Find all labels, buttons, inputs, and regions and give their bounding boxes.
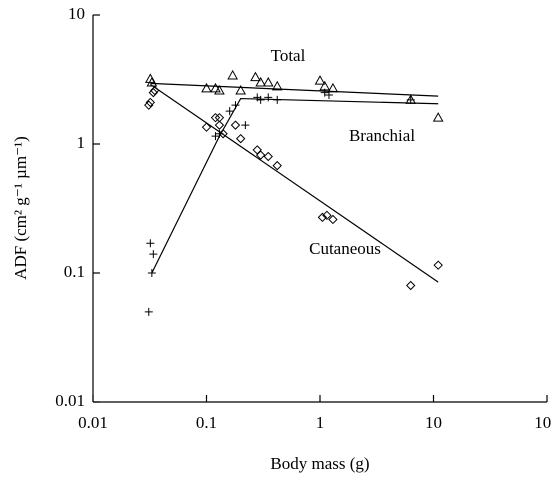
point — [319, 80, 331, 91]
x-tick-label: 10 — [425, 413, 442, 432]
point — [214, 120, 225, 130]
y-tick-label: 10 — [68, 4, 85, 23]
point — [320, 88, 329, 97]
point — [272, 160, 282, 171]
point — [210, 82, 221, 93]
annotation: Total — [271, 46, 306, 65]
point — [252, 145, 262, 155]
point — [432, 112, 444, 122]
point — [433, 260, 443, 270]
point — [227, 69, 239, 80]
point — [150, 85, 160, 96]
annotation: Cutaneous — [309, 239, 381, 258]
fit-line — [151, 97, 439, 274]
point — [406, 95, 415, 104]
point — [144, 100, 154, 110]
point — [255, 76, 267, 87]
point — [271, 80, 283, 91]
x-tick-label: 0.01 — [78, 413, 108, 432]
point — [235, 133, 246, 144]
x-tick-label: 1 — [316, 413, 325, 432]
point — [406, 280, 416, 291]
point — [210, 112, 221, 123]
x-tick-label: 100 — [534, 413, 551, 432]
point — [230, 120, 241, 130]
point — [144, 307, 153, 316]
point — [322, 210, 332, 221]
point — [201, 82, 212, 93]
point — [225, 107, 234, 116]
point — [273, 95, 282, 104]
y-tick-label: 0.1 — [64, 262, 85, 281]
point — [146, 239, 155, 248]
point — [256, 95, 265, 104]
point — [264, 93, 273, 102]
point — [147, 269, 156, 277]
point — [218, 129, 228, 139]
point — [214, 84, 225, 95]
x-tick-label: 0.1 — [196, 413, 217, 432]
y-axis-label: ADF (cm² g⁻¹ µm⁻¹) — [11, 136, 30, 280]
point — [328, 214, 338, 225]
annotation: Branchial — [349, 126, 415, 145]
point — [148, 87, 159, 98]
point — [235, 84, 247, 95]
point — [317, 212, 328, 223]
y-tick-label: 0.01 — [55, 391, 85, 410]
point — [263, 151, 273, 162]
x-axis-label: Body mass (g) — [270, 454, 369, 473]
point — [250, 71, 261, 82]
fit-line — [149, 83, 439, 283]
point — [327, 82, 339, 93]
point — [241, 121, 250, 130]
point — [201, 122, 212, 132]
point — [314, 75, 326, 85]
point — [324, 90, 333, 99]
point — [145, 97, 156, 108]
y-tick-label: 1 — [77, 133, 86, 152]
point — [231, 101, 240, 110]
fit-line — [150, 82, 439, 97]
point — [149, 250, 158, 259]
point — [255, 150, 266, 160]
point — [262, 76, 274, 87]
